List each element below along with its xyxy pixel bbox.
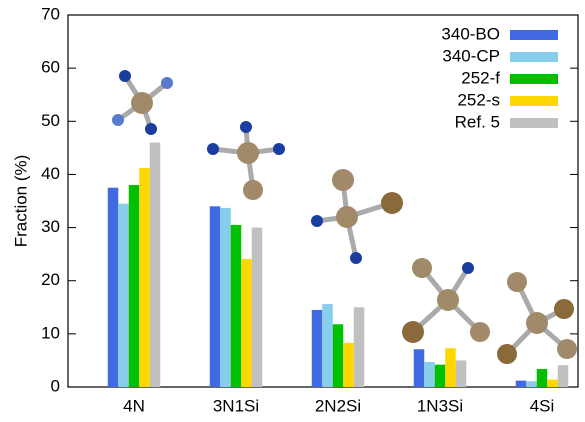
bar xyxy=(343,342,354,387)
y-tick-label: 10 xyxy=(41,323,60,342)
bar xyxy=(353,307,365,387)
legend-label: 340-BO xyxy=(441,24,500,43)
legend-swatch xyxy=(510,52,558,62)
bar xyxy=(424,362,435,387)
y-tick-label: 60 xyxy=(41,58,60,77)
bar xyxy=(118,203,129,387)
y-tick-label: 50 xyxy=(41,111,60,130)
bar xyxy=(526,381,537,387)
y-tick-label: 70 xyxy=(41,4,60,23)
legend-swatch xyxy=(510,96,558,106)
x-tick-label: 1N3Si xyxy=(417,396,463,415)
legend-label: Ref. 5 xyxy=(455,112,500,131)
bar xyxy=(241,258,252,387)
y-tick-label: 0 xyxy=(51,376,60,395)
bar xyxy=(332,324,344,387)
x-tick-label: 4Si xyxy=(530,396,555,415)
bar xyxy=(251,227,263,387)
legend-swatch xyxy=(510,118,558,128)
bar xyxy=(536,368,548,387)
bar xyxy=(149,142,161,387)
y-tick-label: 20 xyxy=(41,270,60,289)
x-tick-label: 4N xyxy=(123,396,145,415)
bar xyxy=(413,349,425,387)
bar xyxy=(107,187,119,387)
bar xyxy=(220,207,231,387)
bar xyxy=(139,168,150,387)
bar xyxy=(547,379,558,387)
y-tick-label: 30 xyxy=(41,217,60,236)
y-tick-label: 40 xyxy=(41,164,60,183)
x-tick-label: 3N1Si xyxy=(213,396,259,415)
legend-label: 340-CP xyxy=(442,46,500,65)
molecules xyxy=(112,70,577,364)
bar xyxy=(311,309,323,387)
bar xyxy=(557,365,569,387)
legend-swatch xyxy=(510,30,558,40)
legend-label: 252-f xyxy=(461,68,500,87)
bar xyxy=(128,185,140,387)
x-tick-label: 2N2Si xyxy=(315,396,361,415)
bar xyxy=(322,304,333,387)
y-axis-label: Fraction (%) xyxy=(11,155,30,248)
legend-label: 252-s xyxy=(457,90,500,109)
bar xyxy=(230,224,242,387)
bar xyxy=(209,206,221,387)
bar xyxy=(434,364,446,387)
legend-swatch xyxy=(510,74,558,84)
bar xyxy=(515,380,527,387)
bar xyxy=(455,360,467,387)
bar xyxy=(445,348,456,387)
